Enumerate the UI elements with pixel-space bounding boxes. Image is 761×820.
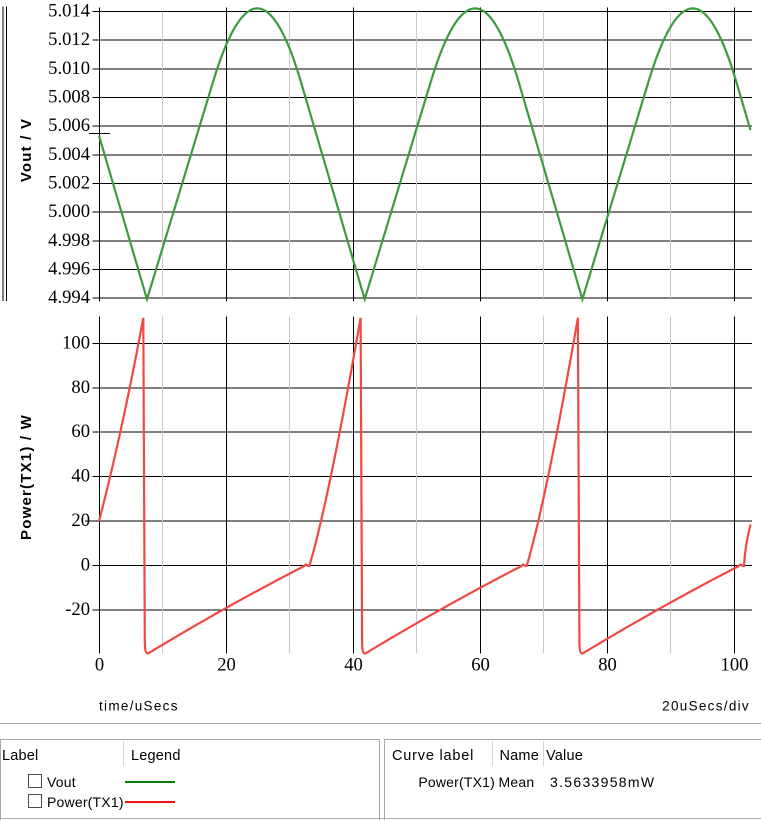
svg-text:20: 20: [217, 655, 236, 676]
svg-text:40: 40: [344, 655, 363, 676]
svg-text:60: 60: [471, 655, 490, 676]
svg-text:5.002: 5.002: [48, 173, 90, 194]
svg-text:time/uSecs: time/uSecs: [99, 699, 179, 714]
svg-text:Vout / V: Vout / V: [18, 118, 35, 182]
svg-text:-20: -20: [65, 599, 90, 620]
svg-text:80: 80: [598, 655, 617, 676]
svg-text:4.994: 4.994: [48, 287, 90, 308]
svg-text:4.996: 4.996: [48, 259, 90, 280]
svg-text:5.000: 5.000: [48, 201, 90, 222]
svg-text:80: 80: [71, 377, 90, 398]
svg-text:5.008: 5.008: [48, 87, 90, 108]
svg-text:40: 40: [71, 466, 90, 487]
svg-text:20uSecs/div: 20uSecs/div: [662, 699, 750, 714]
svg-text:5.014: 5.014: [48, 1, 90, 22]
svg-text:20: 20: [71, 510, 90, 531]
svg-text:100: 100: [721, 655, 749, 676]
svg-text:Power(TX1) / W: Power(TX1) / W: [18, 414, 35, 540]
svg-text:60: 60: [71, 421, 90, 442]
svg-text:5.012: 5.012: [48, 29, 90, 50]
svg-text:100: 100: [62, 333, 90, 354]
svg-text:0: 0: [81, 555, 90, 576]
svg-text:0: 0: [95, 655, 104, 676]
svg-text:5.004: 5.004: [48, 144, 90, 165]
svg-text:4.998: 4.998: [48, 230, 90, 251]
svg-text:5.010: 5.010: [48, 58, 90, 79]
svg-text:5.006: 5.006: [48, 115, 90, 136]
